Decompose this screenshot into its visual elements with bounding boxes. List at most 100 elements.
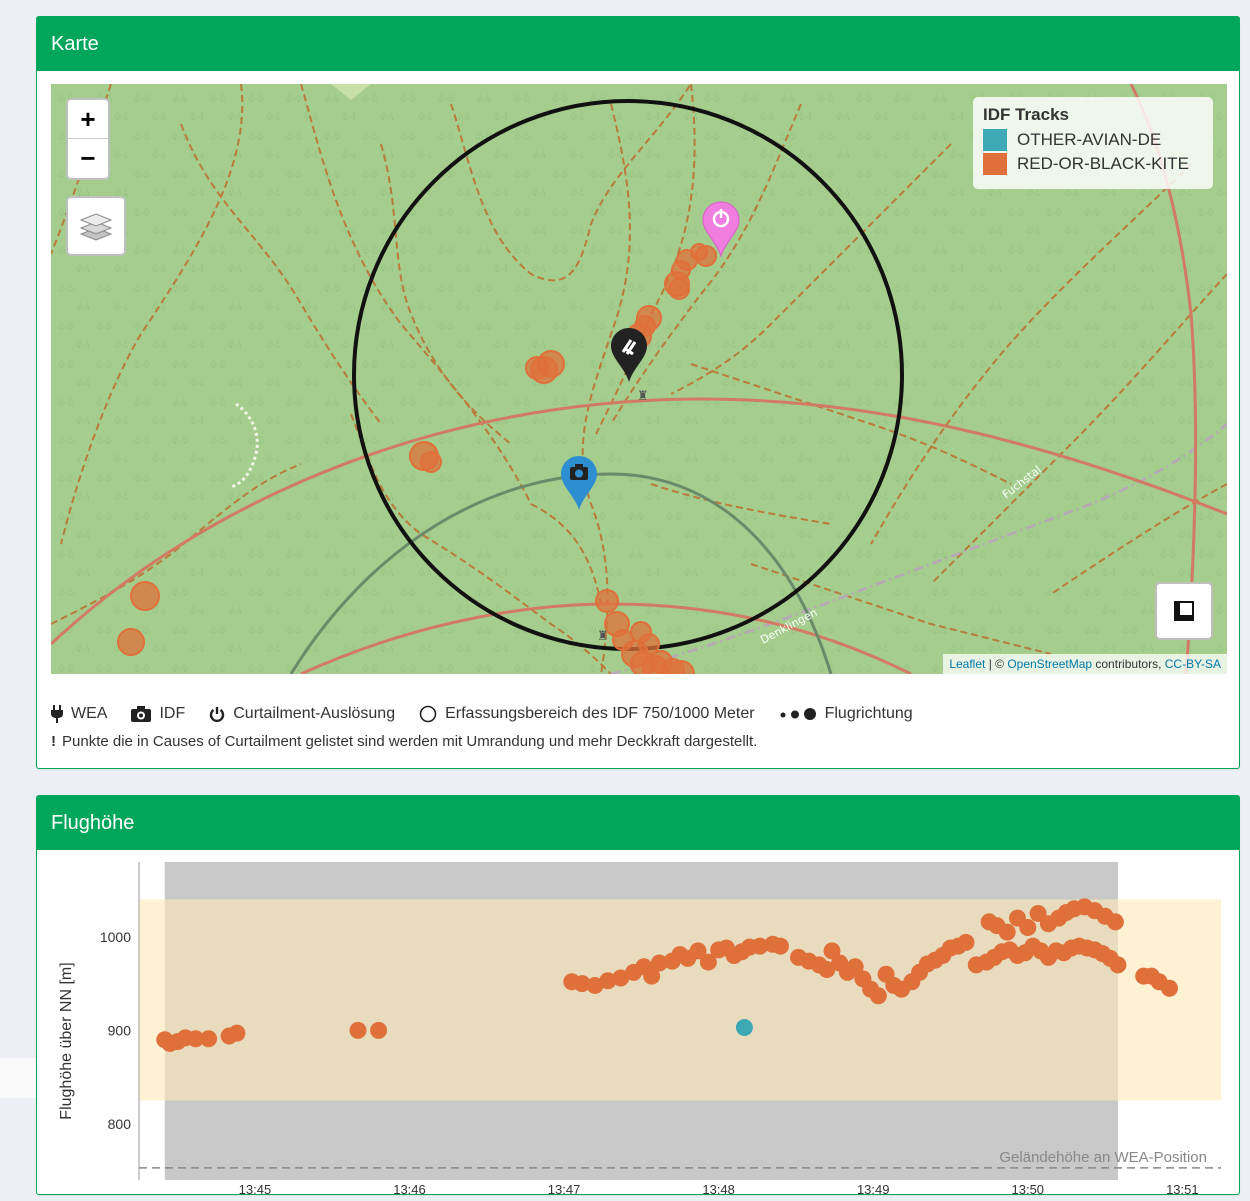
legend-curtailment-label: Curtailment-Auslösung — [233, 705, 396, 722]
note-mark: ! — [51, 733, 56, 750]
altitude-point — [228, 1024, 246, 1042]
curtailment-marker[interactable] — [702, 201, 740, 258]
map-legend-label: OTHER-AVIAN-DE — [1017, 130, 1162, 149]
flight-track-points — [117, 243, 717, 674]
osm-link[interactable]: OpenStreetMap — [1007, 657, 1093, 671]
layers-button[interactable] — [66, 196, 126, 256]
map-panel-title: Karte — [37, 17, 1239, 71]
idf-camera-marker[interactable] — [561, 456, 597, 510]
altitude-point — [771, 937, 789, 955]
legend-curtailment: Curtailment-Auslösung — [209, 705, 395, 723]
road — [610, 423, 1227, 674]
legend-direction: Flugrichtung — [779, 705, 913, 723]
legend-range-label: Erfassungsbereich des IDF 750/1000 Meter — [445, 705, 755, 722]
x-tick-label: 13:47 — [548, 1182, 581, 1196]
altitude-point — [957, 933, 975, 951]
trail — [230, 402, 259, 489]
track-point — [420, 451, 442, 473]
map-panel: Karte ♧♧ ♧♧ — [36, 16, 1240, 769]
curtailment-note: ! Punkte die in Causes of Curtailment gel… — [51, 733, 757, 750]
x-tick-label: 13:48 — [702, 1182, 735, 1196]
leaflet-link[interactable]: Leaflet — [949, 657, 986, 671]
map-symbol-legend: WEA IDF Curtailment-Auslösung Erfassungs… — [51, 705, 937, 723]
map-legend-item: OTHER-AVIAN-DE — [983, 128, 1203, 152]
altitude-point — [998, 923, 1016, 941]
legend-wea: WEA — [51, 705, 107, 723]
x-tick-label: 13:51 — [1166, 1182, 1199, 1196]
x-tick-label: 13:45 — [239, 1182, 272, 1196]
altitude-point — [751, 937, 769, 955]
altitude-chart: 800 900 1000 Flughöhe über NN [m] Geländehöh… — [37, 850, 1241, 1197]
altitude-point — [818, 961, 836, 979]
map-view[interactable]: ♧♧ ♧♧ — [51, 84, 1227, 674]
altitude-point — [1019, 918, 1037, 936]
plug-icon — [51, 705, 63, 723]
altitude-chart-svg: 800 900 1000 Flughöhe über NN [m] Geländehöh… — [58, 862, 1221, 1197]
altitude-point — [200, 1030, 218, 1048]
altitude-point — [349, 1021, 367, 1039]
license-link[interactable]: CC-BY-SA — [1164, 657, 1221, 671]
altitude-point — [1106, 913, 1124, 931]
x-tick-label: 13:49 — [857, 1182, 890, 1196]
x-tick-label: 13:50 — [1012, 1182, 1045, 1196]
legend-idf: IDF — [131, 705, 185, 723]
wea-icon: ♜ — [637, 389, 649, 404]
map-legend-item: RED-OR-BLACK-KITE — [983, 152, 1203, 176]
power-icon — [209, 706, 225, 722]
chart-panel: Flughöhe 800 900 1000 Flughöhe über NN [m] G… — [36, 795, 1241, 1197]
circle-outline-icon — [419, 705, 437, 723]
note-text: Punkte die in Causes of Curtailment geli… — [62, 733, 758, 750]
layers-icon — [79, 213, 113, 241]
clearing — [331, 84, 371, 100]
y-tick-label: 800 — [108, 1116, 132, 1132]
map-attribution: Leaflet | © OpenStreetMap contributors, … — [943, 654, 1227, 674]
altitude-point — [1109, 956, 1127, 974]
wea-marker[interactable] — [611, 328, 647, 382]
zoom-in-button[interactable]: + — [68, 100, 108, 139]
altitude-point — [869, 987, 887, 1005]
terrain-height-label: Geländehöhe an WEA-Position — [999, 1149, 1207, 1166]
fullscreen-button[interactable] — [1155, 582, 1213, 640]
zoom-control: + − — [66, 98, 110, 180]
rotor-height-band — [139, 899, 1221, 1101]
altitude-point — [370, 1021, 388, 1039]
legend-direction-label: Flugrichtung — [824, 705, 913, 722]
altitude-point — [1029, 904, 1047, 922]
dots-direction-icon — [779, 707, 817, 721]
altitude-point — [735, 1019, 753, 1037]
altitude-point — [586, 976, 604, 994]
track-point — [117, 628, 145, 656]
track-point — [525, 356, 549, 380]
wea-icons: ♜ ♜ — [597, 389, 649, 644]
altitude-point — [823, 942, 841, 960]
zoom-out-button[interactable]: − — [80, 143, 96, 173]
fullscreen-icon — [1174, 601, 1194, 621]
chart-panel-title: Flughöhe — [37, 796, 1239, 850]
altitude-point — [846, 958, 864, 976]
altitude-point — [187, 1030, 205, 1048]
y-axis-label: Flughöhe über NN [m] — [58, 962, 75, 1119]
map-legend-title: IDF Tracks — [983, 105, 1069, 124]
legend-swatch-orange — [983, 153, 1007, 175]
track-point — [668, 278, 690, 300]
background-strip — [0, 1058, 36, 1098]
y-tick-label: 900 — [108, 1022, 132, 1038]
altitude-point — [599, 972, 617, 990]
y-tick-label: 1000 — [100, 929, 131, 945]
camera-icon — [131, 706, 152, 722]
attribution-separator: | © — [985, 657, 1008, 671]
altitude-point — [643, 967, 661, 985]
altitude-point — [612, 969, 630, 987]
wea-icon: ♜ — [597, 629, 609, 644]
legend-range: Erfassungsbereich des IDF 750/1000 Meter — [419, 705, 755, 723]
track-point — [595, 589, 619, 613]
altitude-point — [699, 953, 717, 971]
legend-swatch-teal — [983, 129, 1007, 151]
altitude-point — [650, 954, 668, 972]
attribution-contributors: contributors, — [1092, 657, 1165, 671]
legend-wea-label: WEA — [71, 705, 108, 722]
track-point — [667, 660, 695, 674]
altitude-point — [689, 942, 707, 960]
altitude-point — [573, 975, 591, 993]
altitude-point — [1160, 979, 1178, 997]
